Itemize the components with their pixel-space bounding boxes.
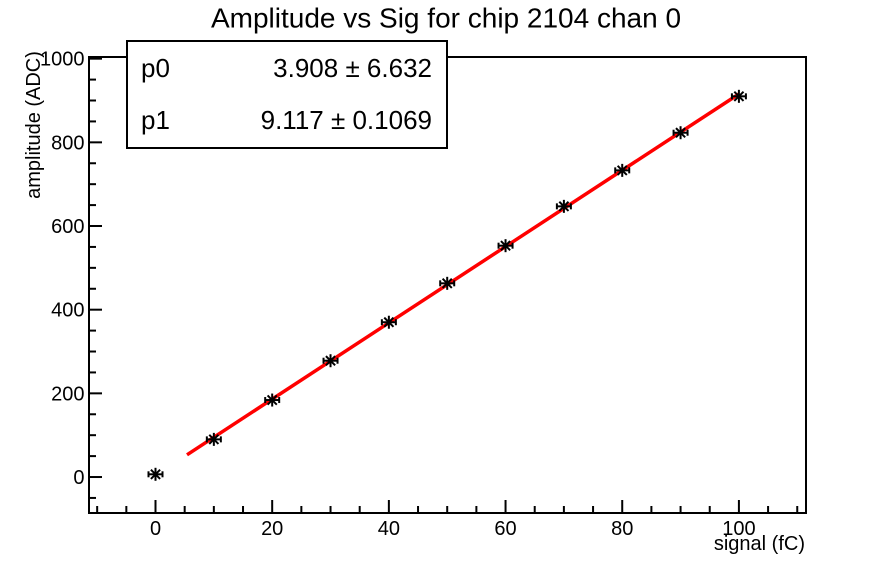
data-point-marker: [150, 468, 161, 480]
fit-stats-box: p0 3.908 ± 6.632 p1 9.117 ± 0.1069: [126, 40, 448, 149]
fit-param-name: p0: [141, 52, 170, 83]
data-point-marker: [558, 201, 570, 212]
data-point-marker: [325, 355, 336, 367]
data-point-marker: [441, 278, 453, 289]
data-point-marker: [616, 165, 628, 176]
x-tick-label: 60: [494, 518, 516, 540]
y-tick-label: 800: [51, 132, 84, 154]
fit-stats-row-p0: p0 3.908 ± 6.632: [128, 53, 446, 84]
fit-line: [186, 92, 740, 457]
y-tick-label: 600: [51, 216, 84, 238]
fit-param-value: 3.908 ± 6.632: [273, 52, 432, 83]
x-tick-label: 100: [722, 518, 755, 540]
y-tick-label: 0: [73, 467, 84, 489]
y-tick-label: 1000: [40, 49, 85, 71]
y-axis-title: amplitude (ADC): [23, 51, 45, 199]
fit-param-value: 9.117 ± 0.1069: [260, 105, 432, 136]
x-tick-label: 80: [611, 518, 633, 540]
x-tick-label: 20: [261, 518, 283, 540]
data-point-marker: [266, 394, 278, 406]
y-tick-label: 200: [51, 383, 84, 405]
x-axis-title: signal (fC): [714, 533, 805, 555]
data-point-marker: [208, 434, 220, 445]
x-tick-label: 40: [378, 518, 400, 540]
x-tick-label: 0: [150, 518, 161, 540]
y-tick-label: 400: [51, 300, 84, 322]
data-point-marker: [675, 127, 686, 139]
data-point-marker: [500, 240, 511, 251]
data-point-marker: [383, 316, 395, 328]
data-point-marker: [733, 91, 745, 102]
fit-param-name: p1: [141, 105, 170, 136]
chart-title: Amplitude vs Sig for chip 2104 chan 0: [211, 3, 681, 34]
fit-stats-row-p1: p1 9.117 ± 0.1069: [128, 105, 446, 136]
